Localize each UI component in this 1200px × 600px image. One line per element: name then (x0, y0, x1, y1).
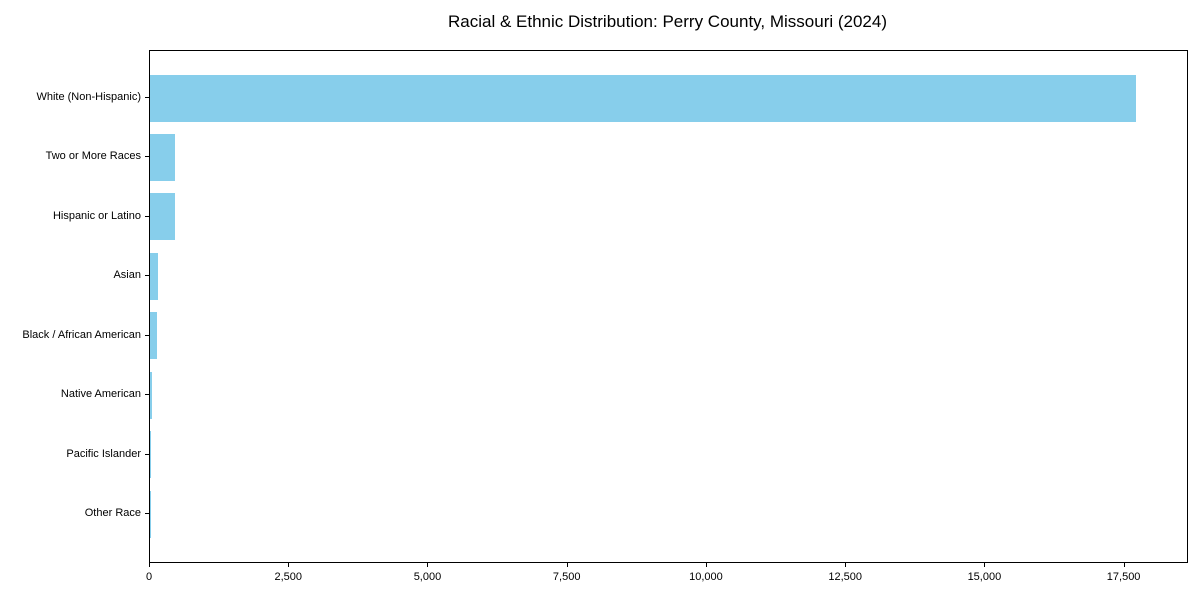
y-tick-mark (145, 334, 149, 336)
y-tick-mark (145, 513, 149, 514)
y-axis-label: Two or More Races (45, 150, 141, 163)
x-axis-tick-label: 2,500 (274, 571, 302, 583)
x-tick-mark (1123, 563, 1125, 567)
x-axis-tick-label: 5,000 (413, 571, 442, 583)
y-tick-mark (145, 97, 149, 98)
bar (150, 431, 151, 479)
y-tick-mark (145, 394, 149, 396)
y-tick-mark (145, 215, 149, 217)
y-axis-label: Asian (113, 269, 141, 282)
x-axis-tick-label: 12,500 (828, 571, 862, 583)
bar (150, 371, 152, 419)
y-axis-label: Hispanic or Latino (52, 209, 141, 222)
x-tick-mark (705, 563, 707, 567)
y-tick-mark (145, 275, 149, 277)
x-axis-tick-label: 17,500 (1106, 571, 1141, 583)
x-tick-mark (845, 563, 847, 567)
y-axis-label: Other Race (84, 507, 141, 519)
x-axis-tick-label: 0 (145, 571, 153, 583)
y-tick-mark (145, 453, 149, 455)
y-axis-label: Native American (60, 388, 141, 401)
bar (150, 312, 157, 360)
x-tick-mark (288, 563, 290, 567)
plot-area (149, 50, 1188, 563)
x-axis-tick-label: 15,000 (967, 571, 1002, 583)
y-axis-label: White (Non-Hispanic) (36, 91, 141, 103)
x-axis-tick-label: 7,500 (552, 571, 581, 583)
x-axis-tick-label: 10,000 (689, 571, 723, 583)
x-tick-mark (149, 563, 150, 567)
x-tick-mark (566, 563, 568, 567)
bar (150, 252, 159, 300)
x-tick-mark (427, 563, 429, 567)
x-tick-mark (984, 563, 986, 567)
chart-title: Racial & Ethnic Distribution: Perry Coun… (447, 12, 887, 31)
bar (150, 193, 176, 241)
bar (150, 133, 176, 181)
bar (150, 74, 1136, 122)
y-tick-mark (145, 156, 149, 158)
y-axis-label: Black / African American (22, 328, 141, 341)
y-axis-label: Pacific Islander (66, 447, 141, 460)
